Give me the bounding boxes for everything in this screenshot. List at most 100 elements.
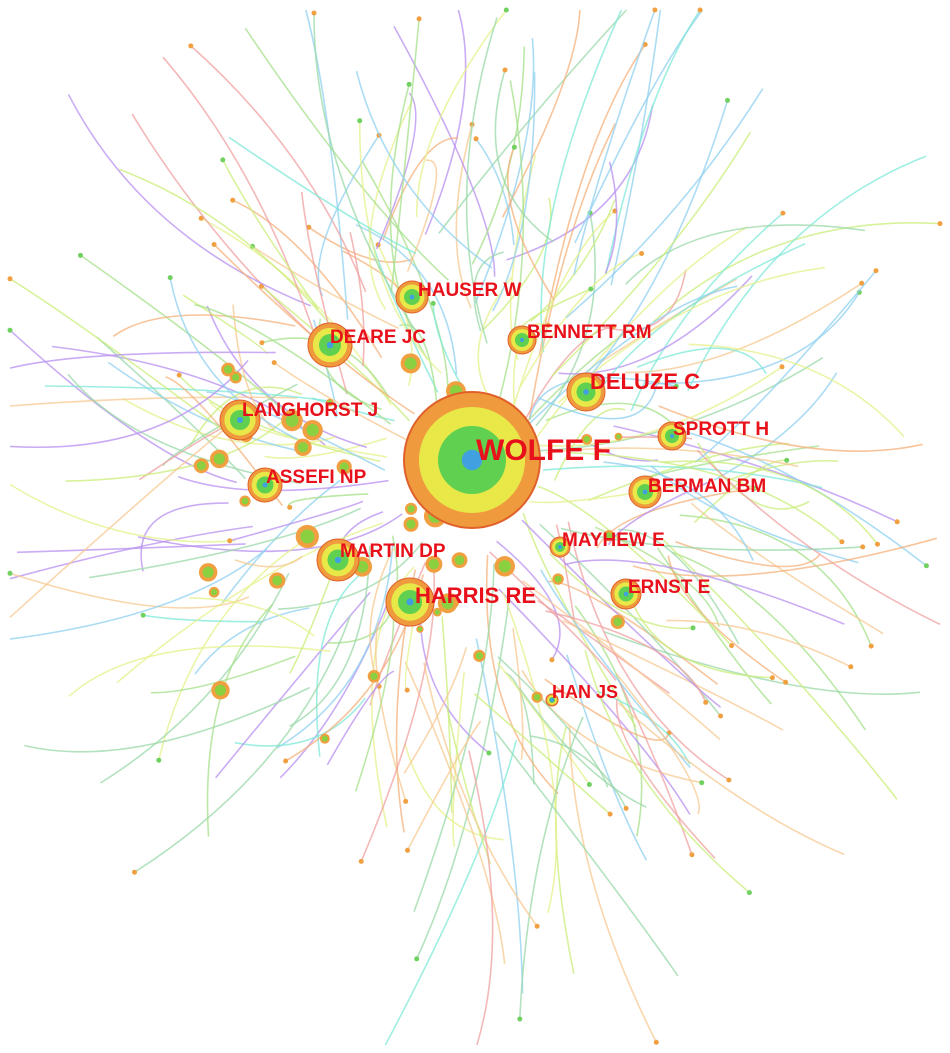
node-label: WOLFE F [476, 434, 611, 467]
edge [658, 405, 923, 452]
edge [406, 159, 438, 272]
node-label: MAYHEW E [562, 530, 665, 551]
edge [206, 305, 368, 449]
edge [713, 372, 838, 481]
node-label: DEARE JC [330, 327, 426, 348]
edge [618, 702, 845, 856]
labels: WOLFE F HAUSER W DEARE JC BENNETT RM DELUZE … [242, 280, 769, 702]
edge [530, 735, 627, 809]
minor-node [7, 276, 13, 282]
minor-node-core [613, 617, 623, 627]
edge [636, 347, 767, 375]
edge [549, 552, 694, 630]
node-label: DELUZE C [590, 369, 700, 394]
edge [441, 616, 453, 813]
edge [229, 500, 364, 542]
minor-node [271, 360, 277, 366]
minor-node [416, 16, 422, 22]
edge [68, 645, 331, 697]
edge [24, 686, 310, 753]
node-label: MARTIN DP [340, 541, 446, 562]
edge [189, 597, 315, 637]
minor-node [430, 300, 436, 306]
edge [234, 697, 366, 747]
minor-node [839, 539, 845, 545]
edge [315, 566, 372, 757]
edge [424, 9, 467, 235]
minor-node-core [407, 505, 415, 513]
minor-node-core [297, 442, 309, 453]
minor-node [859, 280, 865, 286]
minor-node [652, 7, 658, 13]
edge [494, 69, 554, 243]
edge [540, 9, 623, 353]
minor-node-core [583, 436, 590, 443]
edge [473, 251, 504, 332]
minor-node [703, 699, 709, 705]
minor-node [868, 643, 874, 649]
minor-node [405, 847, 410, 853]
edge [672, 551, 867, 731]
edge [475, 138, 515, 246]
edge [615, 672, 700, 815]
node-center [262, 482, 268, 488]
edge [518, 687, 647, 809]
minor-node [230, 197, 236, 203]
minor-node-core [533, 693, 541, 701]
minor-node [673, 383, 679, 389]
edge [537, 485, 733, 647]
minor-node [875, 541, 880, 547]
edge [194, 607, 310, 675]
minor-node [227, 538, 233, 544]
edge [9, 278, 229, 435]
minor-node [545, 322, 551, 328]
edge [613, 425, 898, 523]
edge [519, 325, 614, 429]
edge [521, 669, 702, 784]
minor-node-core [616, 434, 621, 440]
edge [696, 449, 941, 626]
edge [560, 527, 863, 551]
edge [573, 9, 656, 275]
edge [537, 380, 659, 420]
minor-node [689, 852, 695, 858]
edge [118, 168, 343, 340]
minor-node [357, 118, 363, 124]
edge [423, 662, 538, 927]
minor-node [403, 798, 409, 804]
edge [305, 9, 349, 320]
edge [688, 343, 905, 438]
edge [413, 563, 495, 912]
edge [618, 528, 740, 645]
edge [384, 739, 518, 1046]
edge [112, 314, 296, 337]
edge [80, 254, 301, 426]
edge [358, 120, 442, 374]
edge [446, 706, 492, 864]
minor-node [220, 157, 226, 163]
node-center [461, 449, 483, 471]
minor-node [726, 777, 732, 783]
edge [44, 385, 327, 402]
edge [162, 56, 323, 358]
minor-node [473, 136, 479, 142]
node-center [409, 294, 415, 300]
node-label: SPROTT H [673, 419, 769, 440]
node-center [406, 598, 414, 606]
edge [399, 323, 440, 422]
edge [455, 124, 473, 309]
edge [507, 210, 616, 424]
minor-node [358, 858, 364, 864]
edge [142, 614, 262, 623]
node-center [642, 489, 648, 495]
minor-node [653, 1039, 659, 1045]
minor-node [607, 811, 613, 817]
edge [690, 502, 884, 635]
edge [482, 197, 552, 331]
minor-node [198, 215, 204, 221]
minor-node [655, 378, 660, 384]
minor-node-core [213, 453, 225, 465]
edge [489, 551, 617, 681]
minor-node [639, 251, 645, 256]
edge [545, 610, 707, 703]
